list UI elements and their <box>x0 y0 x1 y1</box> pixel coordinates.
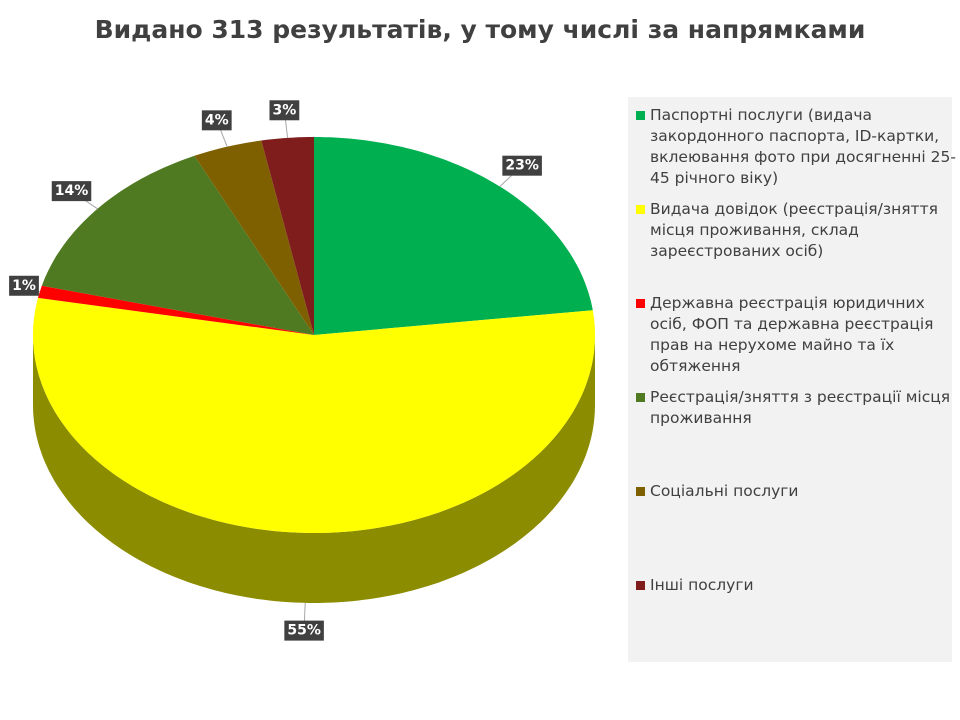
legend-entry: Видача довідок (реєстрація/зняття місця … <box>636 199 960 262</box>
legend-entry: Соціальні послуги <box>636 481 960 502</box>
value-label: 1% <box>12 278 36 294</box>
value-label: 14% <box>55 183 89 199</box>
value-label: 3% <box>272 102 296 118</box>
legend-entry: Паспортні послуги (видача закордонного п… <box>636 105 960 189</box>
value-label: 4% <box>205 112 229 128</box>
value-label-box <box>502 155 542 176</box>
legend-swatch <box>636 205 645 214</box>
legend-swatch <box>636 299 645 308</box>
legend-swatch <box>636 581 645 590</box>
value-label-box <box>269 100 300 121</box>
chart-title: Видано 313 результатів, у тому числі за … <box>95 15 866 44</box>
value-label-box <box>201 110 232 131</box>
slice <box>314 137 593 335</box>
legend-label: Видача довідок (реєстрація/зняття місця … <box>650 200 938 260</box>
legend-label: Паспортні послуги (видача закордонного п… <box>650 106 956 187</box>
value-label: 55% <box>287 623 321 639</box>
value-label-box <box>51 181 92 202</box>
legend-label: Соціальні послуги <box>650 482 799 500</box>
slice-side <box>33 335 595 603</box>
legend-swatch <box>636 111 645 120</box>
value-label-box <box>284 620 324 641</box>
slice <box>38 285 314 335</box>
legend-entry: Державна реєстрація юридичних осіб, ФОП … <box>636 293 960 377</box>
slice <box>41 155 315 335</box>
legend-label: Реєстрація/зняття з реєстрації місця про… <box>650 388 951 427</box>
legend-swatch <box>636 393 645 402</box>
slice <box>33 297 595 533</box>
legend-label: Інші послуги <box>650 576 754 594</box>
legend-label: Державна реєстрація юридичних осіб, ФОП … <box>650 294 934 375</box>
value-label-box <box>9 275 39 296</box>
legend-entry: Реєстрація/зняття з реєстрації місця про… <box>636 387 960 429</box>
slice <box>261 137 314 335</box>
value-label: 23% <box>505 158 539 174</box>
legend: Паспортні послуги (видача закордонного п… <box>628 97 956 662</box>
slice <box>194 140 314 335</box>
legend-entry: Інші послуги <box>636 575 960 596</box>
legend-swatch <box>636 487 645 496</box>
